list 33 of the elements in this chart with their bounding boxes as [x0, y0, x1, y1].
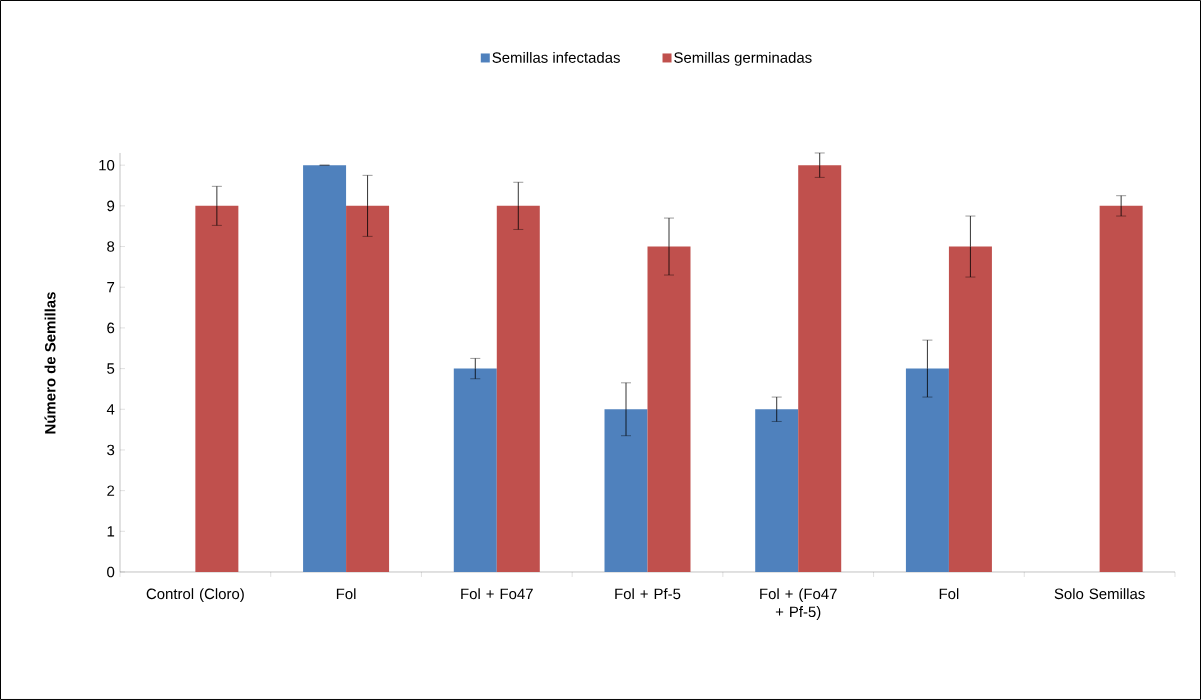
- y-tick-label: 0: [107, 566, 115, 578]
- bar: [948, 246, 992, 572]
- bar: [755, 409, 799, 572]
- y-tick-label: 2: [107, 485, 115, 496]
- bar: [346, 205, 390, 572]
- bar: [453, 368, 497, 572]
- bar: [798, 165, 842, 572]
- x-tick-label: Solo Semillas: [1054, 588, 1145, 600]
- x-tick-label: Fol + Fo47: [461, 588, 533, 600]
- y-tick-label: 10: [99, 159, 115, 171]
- x-tick-label: Fol + (Fo47 + Pf-5): [760, 588, 837, 621]
- y-tick-label: 9: [107, 200, 115, 212]
- x-tick-label: Fol + Pf-5: [615, 588, 681, 600]
- bar: [905, 368, 949, 572]
- bar: [496, 205, 540, 572]
- y-tick-label: 3: [107, 444, 115, 456]
- legend-label: Semillas germinadas: [674, 51, 812, 66]
- y-tick-label: 1: [107, 526, 115, 537]
- x-tick-label: Fol: [939, 588, 959, 600]
- bar: [195, 205, 239, 572]
- y-tick-label: 7: [107, 282, 115, 293]
- bar: [647, 246, 691, 572]
- bar: [1099, 205, 1143, 572]
- bar: [604, 409, 648, 572]
- y-tick-label: 8: [107, 241, 115, 252]
- y-tick-label: 6: [107, 322, 115, 334]
- y-axis-title: Número de Semillas: [44, 292, 56, 434]
- y-tick-label: 5: [107, 363, 115, 374]
- x-tick-label: Control (Cloro): [146, 588, 244, 603]
- legend-label: Semillas infectadas: [492, 51, 620, 63]
- y-tick-label: 4: [106, 404, 115, 415]
- bar: [303, 165, 347, 572]
- x-tick-label: Fol: [336, 588, 356, 600]
